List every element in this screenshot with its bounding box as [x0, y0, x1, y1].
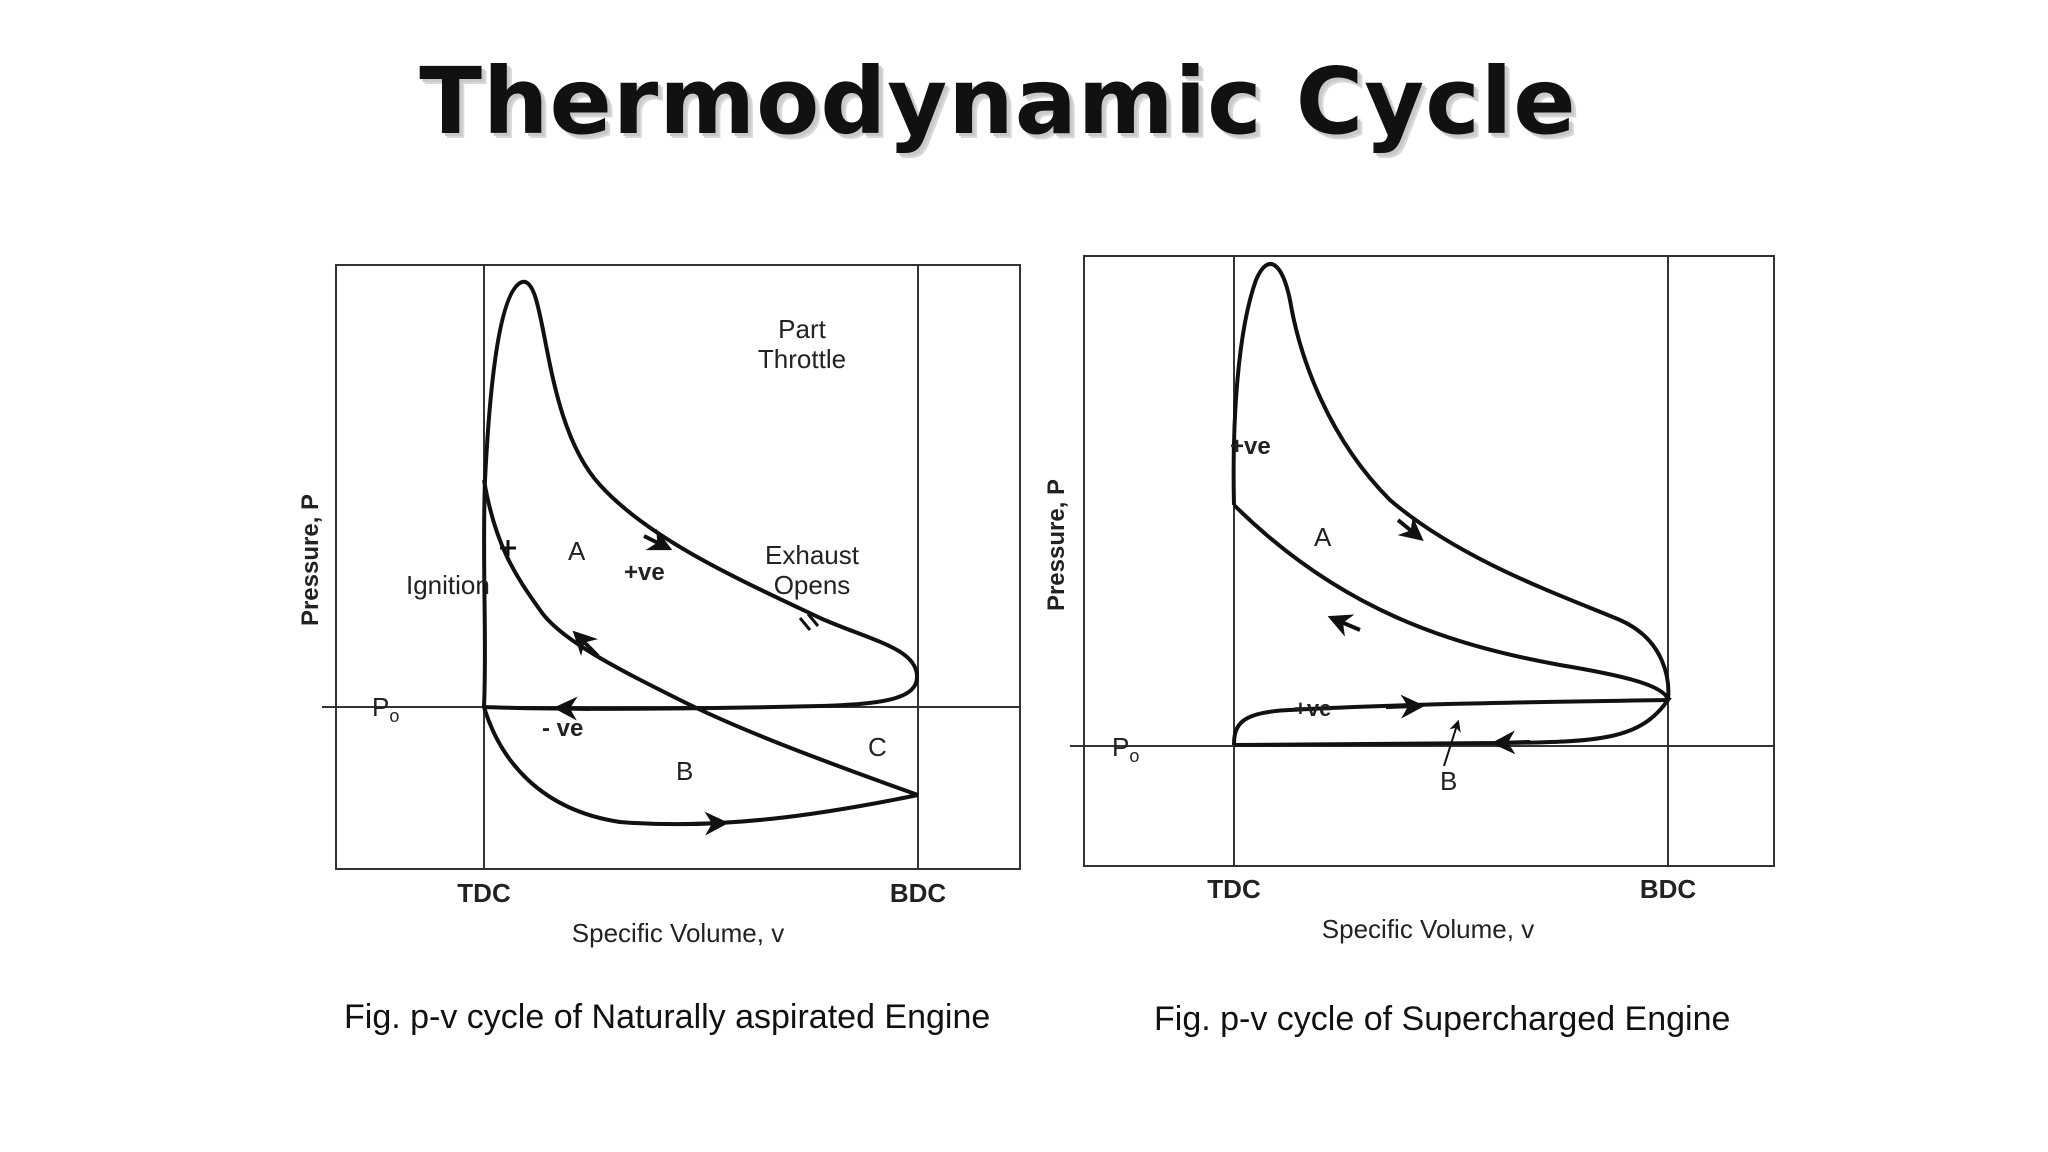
left-arrow-exhaust	[553, 696, 591, 721]
left-caption: Fig. p-v cycle of Naturally aspirated En…	[344, 998, 991, 1036]
left-region-a: A	[568, 536, 586, 566]
right-caption: Fig. p-v cycle of Supercharged Engine	[1154, 1000, 1731, 1038]
right-arrow-loop-bottom	[1491, 730, 1531, 755]
left-frame	[335, 264, 1021, 870]
right-arrow-loop-top	[1385, 694, 1425, 719]
right-tdc-label: TDC	[1207, 874, 1261, 904]
left-intake-loop	[482, 706, 919, 827]
left-exhaust-label-line2: Opens	[774, 570, 851, 600]
left-exhaust-tick	[798, 613, 820, 631]
left-part-label-line2: Throttle	[758, 344, 846, 374]
left-arrow-intake	[689, 811, 729, 836]
left-negative-work: - ve	[542, 715, 583, 742]
right-region-b: B	[1440, 766, 1457, 796]
right-positive-work-loop: +ve	[1294, 696, 1331, 721]
right-x-axis-label: Specific Volume, v	[1322, 914, 1534, 944]
right-cycle-upper-loop	[1231, 262, 1671, 701]
left-pv-diagram: Part Throttle Exhaust Opens Ignition A +…	[297, 264, 1021, 948]
left-ignition-tick	[500, 540, 516, 556]
left-compression-curve	[482, 479, 919, 797]
right-frame	[1083, 255, 1775, 867]
left-region-b: B	[676, 756, 693, 786]
right-pv-diagram: +ve A +ve B Po TDC BDC Specific Volume, …	[1043, 255, 1775, 944]
left-region-c: C	[868, 732, 887, 762]
right-arrow-compression	[1327, 614, 1361, 637]
right-arrow-expansion	[1396, 516, 1424, 542]
right-y-axis-label: Pressure, P	[1043, 479, 1070, 611]
left-ignition-label: Ignition	[406, 570, 490, 600]
right-p0-label: Po	[1112, 732, 1139, 766]
left-x-axis-label: Specific Volume, v	[572, 918, 784, 948]
right-region-a: A	[1314, 522, 1332, 552]
left-arrow-expansion	[643, 528, 673, 551]
left-y-axis-label: Pressure, P	[297, 494, 324, 626]
right-intake-loop	[1232, 697, 1672, 747]
right-bdc-label: BDC	[1640, 874, 1697, 904]
left-exhaust-label-line1: Exhaust	[765, 540, 860, 570]
left-part-label-line1: Part	[778, 314, 826, 344]
left-positive-work: +ve	[624, 559, 665, 586]
slide-title: Thermodynamic Cycle	[419, 48, 1577, 155]
left-p0-label: Po	[372, 692, 399, 726]
left-tdc-label: TDC	[457, 878, 511, 908]
left-arrow-compression	[572, 630, 600, 658]
right-positive-work-top: +ve	[1230, 433, 1271, 460]
left-bdc-label: BDC	[890, 878, 947, 908]
right-b-pointer	[1443, 719, 1461, 767]
left-cycle-upper-loop	[482, 279, 920, 711]
